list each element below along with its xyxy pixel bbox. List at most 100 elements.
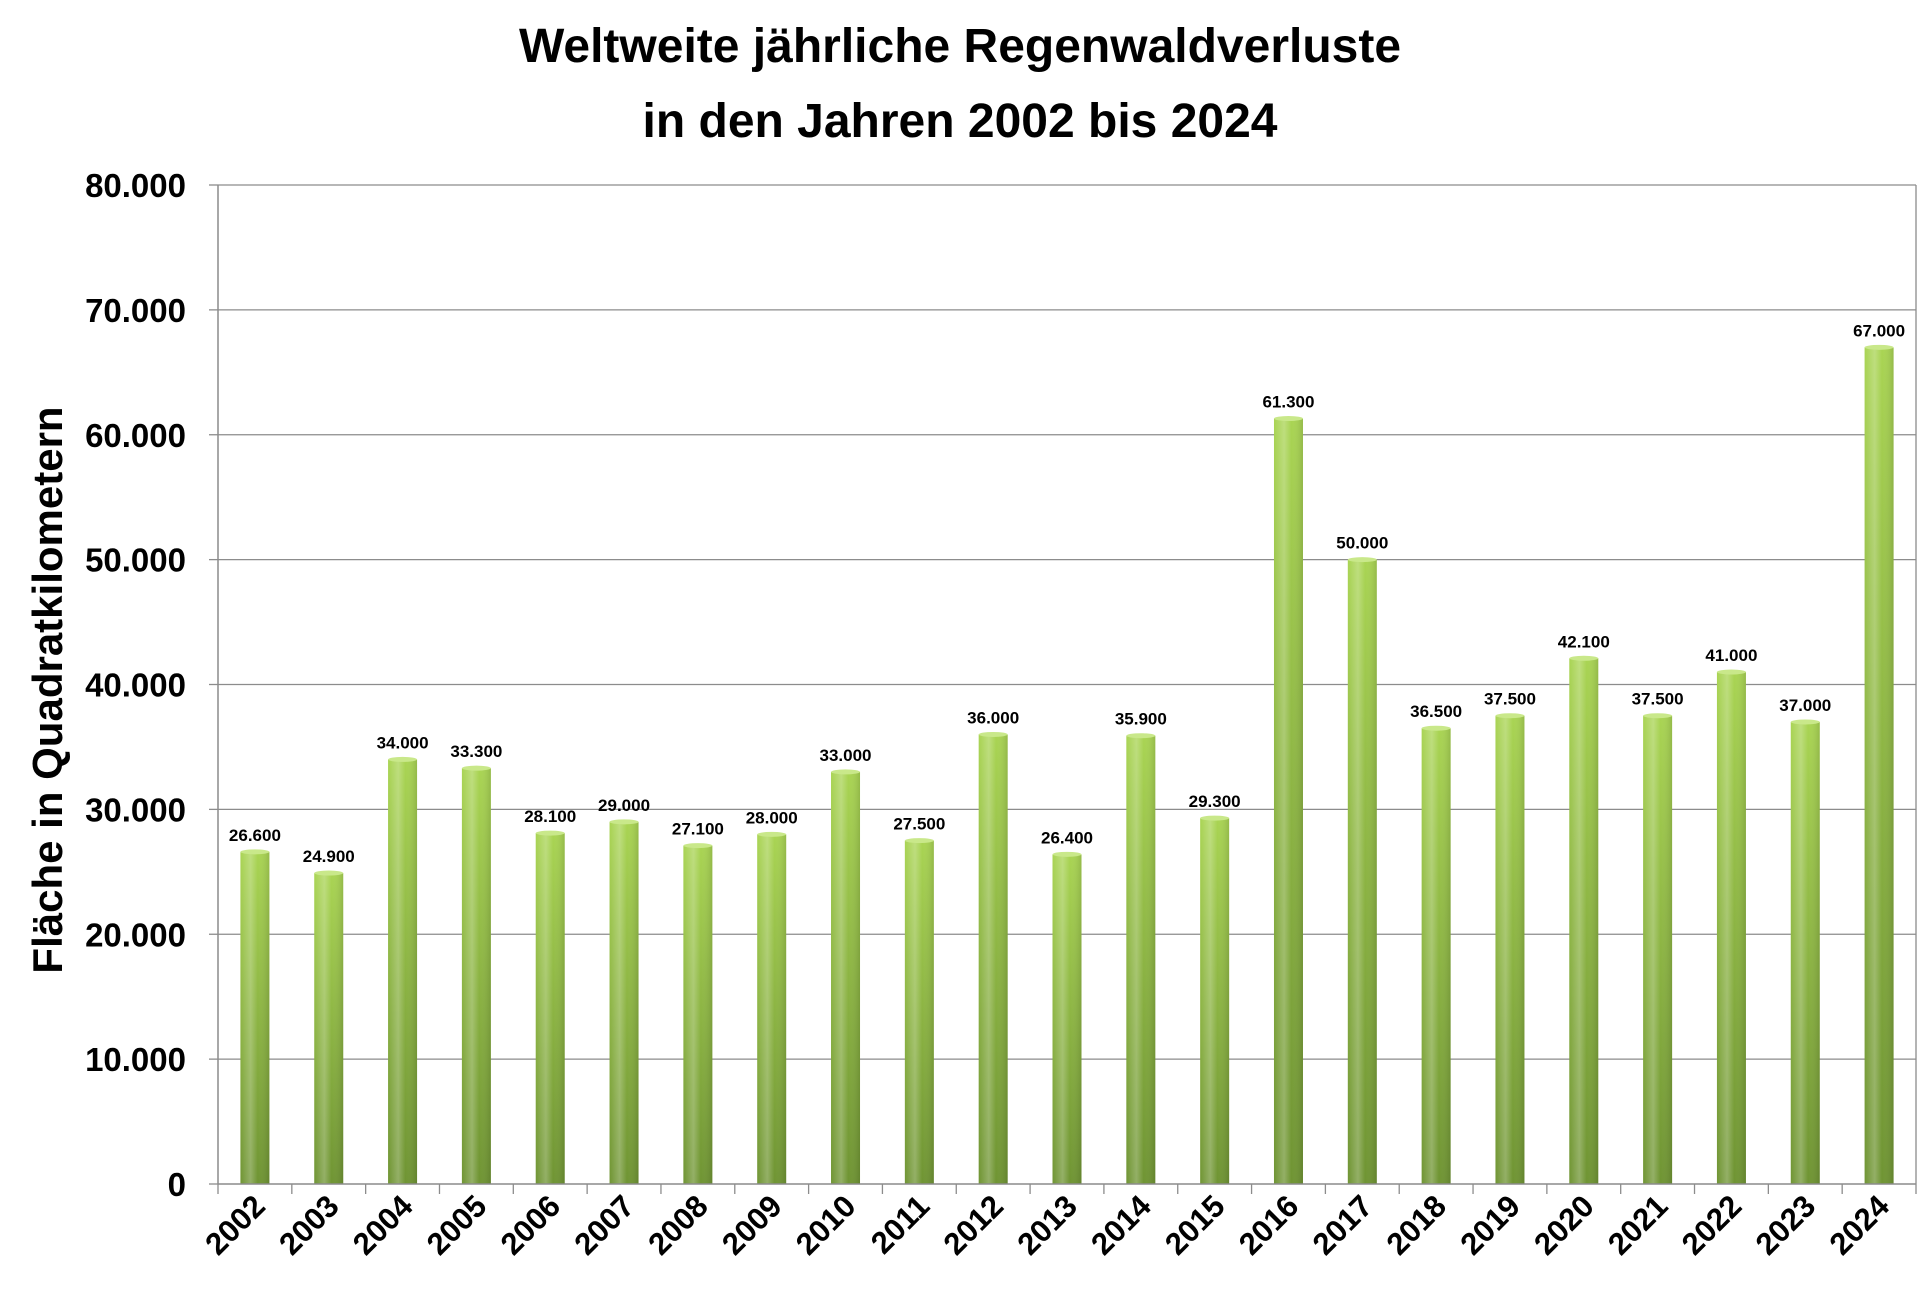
x-tick-label: 2010 <box>789 1188 863 1262</box>
bar-2009 <box>757 831 787 1184</box>
bar-2002 <box>240 849 270 1184</box>
data-label: 35.900 <box>1115 710 1167 729</box>
bar-top <box>609 819 639 825</box>
x-tick-label: 2019 <box>1453 1188 1527 1262</box>
bar-2016 <box>1273 416 1303 1184</box>
data-labels: 26.600 24.900 34.000 33.300 28.100 29.000 27.1… <box>229 321 1905 866</box>
data-label: 27.500 <box>893 815 945 834</box>
bar-top <box>978 731 1008 737</box>
x-tick-label: 2020 <box>1527 1188 1601 1262</box>
bar-top <box>1790 719 1820 725</box>
bar-2003 <box>314 870 344 1184</box>
bar-top <box>314 870 344 876</box>
data-label: 37.500 <box>1484 690 1536 709</box>
data-label: 50.000 <box>1336 534 1388 553</box>
chart-subtitle: in den Jahren 2002 bis 2024 <box>643 95 1278 148</box>
bar-shine <box>1200 818 1230 1184</box>
x-tick-label: 2008 <box>641 1188 715 1262</box>
bar-2005 <box>461 765 491 1184</box>
axes <box>217 185 1916 1185</box>
y-tick-label: 70.000 <box>85 292 186 329</box>
bar-shine <box>1347 559 1377 1184</box>
data-label: 42.100 <box>1558 632 1610 651</box>
bar-shine <box>1716 672 1746 1184</box>
bar-shine <box>388 759 418 1184</box>
x-tick-label: 2012 <box>937 1188 1011 1262</box>
x-tick-label: 2018 <box>1380 1188 1454 1262</box>
y-tick-label: 60.000 <box>85 417 186 454</box>
bar-shine <box>1790 721 1820 1184</box>
x-tick-label: 2005 <box>420 1188 494 1262</box>
bar-2023 <box>1790 719 1820 1184</box>
x-tick-label: 2022 <box>1675 1188 1749 1262</box>
data-label: 41.000 <box>1705 646 1757 665</box>
bar-top <box>1347 557 1377 563</box>
data-label: 36.000 <box>967 708 1019 727</box>
bar-2004 <box>388 756 418 1184</box>
data-label: 33.300 <box>450 742 502 761</box>
bar-shine <box>683 845 713 1184</box>
bar-shine <box>757 834 787 1184</box>
y-tick-label: 50.000 <box>85 542 186 579</box>
bar-shine <box>535 833 565 1184</box>
y-tick-label: 80.000 <box>85 167 186 204</box>
bar-shine <box>1126 735 1156 1184</box>
bars <box>240 344 1894 1184</box>
chart-title: Weltweite jährliche Regenwaldverluste <box>519 20 1401 73</box>
data-label: 28.000 <box>746 808 798 827</box>
bar-2019 <box>1495 713 1525 1184</box>
bar-shine <box>609 821 639 1184</box>
bar-2013 <box>1052 851 1082 1184</box>
bar-shine <box>240 851 270 1184</box>
bar-2010 <box>831 769 861 1184</box>
bar-top <box>1421 725 1451 731</box>
x-tick-label: 2004 <box>346 1188 420 1262</box>
bar-shine <box>1495 715 1525 1184</box>
bar-2022 <box>1716 669 1746 1184</box>
y-tick-label: 40.000 <box>85 667 186 704</box>
bar-shine <box>461 768 491 1184</box>
bar-top <box>831 769 861 775</box>
x-tick-label: 2017 <box>1306 1188 1380 1262</box>
data-label: 26.600 <box>229 826 281 845</box>
x-tick-label: 2007 <box>567 1188 641 1262</box>
x-tick-label: 2013 <box>1010 1188 1084 1262</box>
x-tick-label: 2006 <box>494 1188 568 1262</box>
data-label: 26.400 <box>1041 828 1093 847</box>
data-label: 37.000 <box>1779 696 1831 715</box>
bar-shine <box>1052 854 1082 1184</box>
bar-2021 <box>1643 713 1673 1184</box>
bar-top <box>1495 713 1525 719</box>
bar-top <box>904 838 934 844</box>
data-label: 34.000 <box>377 733 429 752</box>
bar-2011 <box>904 838 934 1184</box>
data-label: 61.300 <box>1262 393 1314 412</box>
bar-shine <box>1273 418 1303 1184</box>
bar-shine <box>978 734 1008 1184</box>
bar-top <box>1200 815 1230 821</box>
bar-2007 <box>609 819 639 1184</box>
x-tick-label: 2021 <box>1601 1188 1675 1262</box>
bar-2014 <box>1126 733 1156 1184</box>
bar-shine <box>1569 658 1599 1184</box>
data-label: 36.500 <box>1410 702 1462 721</box>
x-tick-label: 2014 <box>1084 1188 1158 1262</box>
y-axis-ticks: 0 10.000 20.000 30.000 40.000 50.000 60.000 70.… <box>85 167 218 1203</box>
y-tick-label: 30.000 <box>85 791 186 828</box>
x-tick-label: 2003 <box>272 1188 346 1262</box>
x-tick-label: 2015 <box>1158 1188 1232 1262</box>
y-tick-label: 10.000 <box>85 1041 186 1078</box>
x-axis-ticks: 2002 2003 2004 2005 2006 2007 2008 2009 2010 2011… <box>198 1184 1917 1262</box>
bar-top <box>683 843 713 849</box>
bar-shine <box>1643 715 1673 1184</box>
data-label: 27.100 <box>672 820 724 839</box>
data-label: 33.000 <box>820 746 872 765</box>
bar-2015 <box>1200 815 1230 1184</box>
bar-2006 <box>535 830 565 1184</box>
data-label: 29.300 <box>1189 792 1241 811</box>
bar-shine <box>314 873 344 1184</box>
bar-top <box>1052 851 1082 857</box>
y-tick-label: 0 <box>168 1166 186 1203</box>
data-label: 37.500 <box>1632 690 1684 709</box>
